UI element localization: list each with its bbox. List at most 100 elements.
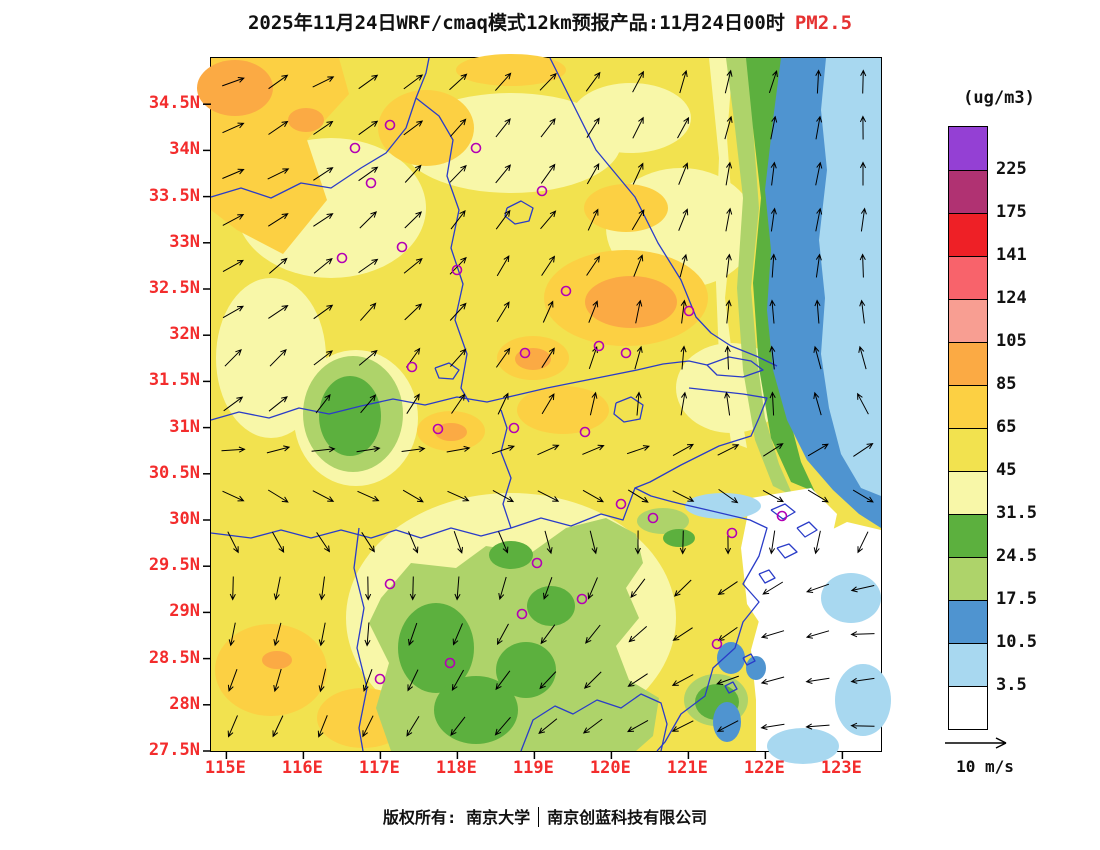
lon-tick-label: 123E (820, 758, 862, 778)
city-marker (531, 557, 543, 569)
legend-swatch (949, 342, 987, 385)
wind-arrow (632, 162, 644, 185)
legend-value: 85 (996, 374, 1017, 394)
wind-arrow (268, 120, 289, 135)
wind-arrow (671, 720, 694, 732)
pm25-fill-region (456, 54, 566, 86)
island-3 (776, 543, 798, 559)
city-marker (683, 305, 695, 317)
city-marker (576, 593, 588, 605)
footer-right: 南京创蓝科技有限公司 (547, 808, 708, 827)
pm25-fill-region (713, 702, 741, 742)
legend-value: 31.5 (996, 503, 1037, 523)
coastline-south (634, 387, 768, 752)
wind-arrow (679, 69, 688, 94)
lat-tick-label: 29N (169, 601, 200, 622)
wind-arrow (223, 396, 244, 412)
wind-arrow (724, 391, 731, 416)
legend-swatch (949, 557, 987, 600)
legend-swatch (949, 385, 987, 428)
wind-arrow (268, 213, 289, 227)
wind-arrow (407, 669, 419, 692)
wind-arrow (266, 445, 291, 454)
wind-arrow (678, 162, 689, 185)
wind-arrow (631, 209, 645, 231)
wind-arrow (408, 622, 418, 646)
wind-arrow (725, 207, 733, 232)
wind-arrow (540, 117, 556, 138)
wind-arrow (541, 255, 556, 276)
wind-arrow (762, 489, 784, 503)
legend-swatch (949, 428, 987, 471)
wind-arrow (635, 391, 642, 416)
wind-arrow (313, 304, 334, 320)
wind-arrow (627, 719, 649, 733)
wind-arrow (724, 345, 731, 370)
wind-arrow (587, 208, 599, 231)
wind-arrow (537, 490, 560, 502)
wind-arrow (312, 490, 335, 502)
wind-arrow (635, 299, 643, 324)
wind-arrow (632, 70, 644, 93)
copyright-footer: 版权所有: 南京大学 南京创蓝科技有限公司 (210, 804, 880, 828)
map-svg (197, 54, 891, 764)
wind-arrow (268, 396, 288, 412)
wind-arrow (360, 302, 377, 321)
wind-arrow (403, 257, 423, 274)
wind-arrow (585, 624, 601, 644)
wind-arrow (770, 207, 777, 232)
wind-arrow (312, 76, 335, 88)
wind-arrow (630, 578, 646, 599)
city-marker (396, 241, 408, 253)
wind-arrow (221, 446, 246, 453)
wind-arrow (319, 576, 326, 601)
pm25-fill-region (215, 624, 327, 716)
wind-arrow (491, 445, 515, 455)
wind-arrow (859, 253, 866, 278)
wind-arrow (540, 624, 556, 645)
wind-arrow (850, 722, 875, 729)
wind-arrow (850, 585, 875, 593)
wind-arrow (542, 300, 554, 323)
border-jiangsu-anhui (415, 97, 470, 403)
wind-arrow (807, 443, 829, 457)
wind-arrow (541, 393, 555, 415)
wind-arrow (859, 161, 867, 186)
island-1 (770, 503, 796, 520)
page-title: 2025年11月24日WRF/cmaq模式12km预报产品:11月24日00时 P… (95, 8, 1005, 35)
wind-arrow (318, 668, 327, 693)
pm25-fill-region (821, 573, 881, 623)
legend-value: 65 (996, 417, 1017, 437)
wind-arrow (222, 122, 245, 134)
wind-arrow (451, 393, 466, 414)
wind-reference: 10 m/s (940, 733, 1036, 776)
footer-divider (538, 807, 540, 827)
wind-arrow (358, 74, 379, 90)
pm25-fill-region (717, 642, 745, 674)
wind-arrow (770, 115, 778, 140)
wind-arrow (634, 345, 643, 370)
lat-tick-label: 32.5N (148, 278, 200, 298)
city-marker (516, 608, 528, 620)
legend-swatch (949, 643, 987, 686)
island-5 (742, 653, 756, 666)
legend-swatch (949, 256, 987, 299)
wind-arrow (318, 622, 326, 647)
title-pollutant: PM2.5 (794, 12, 853, 34)
lon-tick-label: 121E (666, 758, 708, 778)
wind-arrow (498, 576, 507, 601)
wind-arrow (672, 490, 695, 502)
wind-arrow (271, 531, 285, 554)
wind-arrow (814, 299, 821, 324)
lat-tick-label: 30N (169, 509, 200, 529)
city-marker (711, 638, 723, 650)
wind-arrow (815, 207, 823, 232)
wind-arrow (453, 531, 463, 554)
wind-arrow (541, 347, 555, 368)
legend-value: 10.5 (996, 632, 1037, 652)
wind-arrow (769, 530, 776, 555)
legend-value: 225 (996, 159, 1027, 179)
wind-arrow (222, 77, 245, 87)
wind-arrow (627, 489, 649, 503)
wind-arrow (588, 300, 599, 323)
